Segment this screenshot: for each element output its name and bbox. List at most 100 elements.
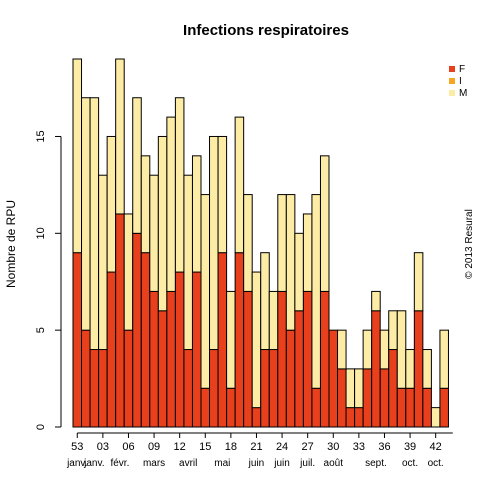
month-label-7: juin <box>273 458 290 469</box>
bar-M-week-35 <box>371 290 381 312</box>
bar-F-week-26 <box>294 310 304 428</box>
y-tick-label-5: 5 <box>35 327 47 333</box>
bar-F-week-16 <box>209 349 219 428</box>
bars-group <box>72 58 449 428</box>
bar-M-week-33 <box>354 368 364 409</box>
bar-M-week-22 <box>260 252 270 351</box>
bar-F-week-19 <box>234 252 245 428</box>
month-label-10: sept. <box>365 458 387 469</box>
bar-F-week-17 <box>217 252 228 428</box>
bar-M-week-14 <box>191 155 202 273</box>
bar-M-week-13 <box>183 174 193 351</box>
bar-F-week-7 <box>132 232 142 428</box>
bar-F-week-25 <box>285 329 296 428</box>
x-tick-label-42: 42 <box>430 441 442 453</box>
bar-F-week-33 <box>354 407 364 428</box>
bar-M-week-11 <box>166 116 176 292</box>
bar-M-week-31 <box>337 329 347 370</box>
bar-M-week-7 <box>132 97 142 234</box>
bar-M-week-18 <box>226 290 236 389</box>
legend-label-M: M <box>459 88 467 99</box>
bar-M-week-12 <box>174 97 185 273</box>
bar-M-week-3 <box>98 174 108 351</box>
bar-M-week-41 <box>422 349 432 389</box>
bar-M-week-34 <box>362 329 373 370</box>
bar-M-week-53 <box>72 58 83 254</box>
bar-M-week-8 <box>140 155 151 254</box>
y-axis: 0 5 10 15 <box>35 130 62 430</box>
bar-F-week-41 <box>422 387 432 428</box>
bar-F-week-30 <box>328 329 339 428</box>
month-label-5: mai <box>214 458 230 469</box>
bar-M-week-2 <box>89 97 100 351</box>
x-tick-label-39: 39 <box>404 441 416 453</box>
bar-M-week-27 <box>302 213 313 292</box>
x-tick-label-12: 12 <box>174 441 186 453</box>
legend-label-F: F <box>459 64 465 75</box>
bar-F-week-23 <box>268 349 279 428</box>
bar-M-week-4 <box>106 135 117 273</box>
x-tick-label-06: 06 <box>122 441 134 453</box>
bar-F-week-28 <box>311 387 321 428</box>
bar-F-week-3 <box>98 349 108 428</box>
bar-F-week-12 <box>174 271 185 428</box>
bar-M-week-43 <box>439 329 449 389</box>
bar-M-week-28 <box>311 194 321 389</box>
legend-swatch-I <box>449 78 455 84</box>
y-tick-label-15: 15 <box>35 130 47 142</box>
bar-M-week-36 <box>379 329 390 370</box>
bar-M-week-16 <box>209 135 219 351</box>
bar-M-week-32 <box>345 368 356 409</box>
bar-M-week-21 <box>251 271 262 409</box>
bar-M-week-1 <box>81 97 91 331</box>
x-tick-label-36: 36 <box>378 441 390 453</box>
month-label-3: mars <box>143 458 165 469</box>
bar-M-week-42 <box>430 407 441 428</box>
bar-F-week-21 <box>251 407 262 428</box>
month-label-11: oct. <box>402 458 418 469</box>
bar-F-week-20 <box>243 290 253 428</box>
bar-F-week-18 <box>226 387 236 428</box>
bar-F-week-32 <box>345 407 356 428</box>
bar-M-week-26 <box>294 232 304 312</box>
bar-F-week-38 <box>396 387 407 428</box>
month-label-12: oct. <box>428 458 444 469</box>
month-label-0: janv. <box>66 458 87 469</box>
bar-M-week-23 <box>268 290 279 351</box>
x-tick-label-33: 33 <box>353 441 365 453</box>
bar-F-week-53 <box>72 252 83 428</box>
legend-label-I: I <box>459 76 462 87</box>
bar-F-week-13 <box>183 349 193 428</box>
bar-M-week-15 <box>200 194 211 389</box>
x-tick-label-24: 24 <box>276 441 288 453</box>
x-tick-label-21: 21 <box>250 441 262 453</box>
month-label-2: févr. <box>110 458 129 469</box>
month-label-1: janv. <box>83 458 104 469</box>
x-tick-label-03: 03 <box>97 441 109 453</box>
legend-swatch-F <box>449 66 455 72</box>
bar-M-week-20 <box>243 194 253 292</box>
bar-M-week-19 <box>234 116 245 254</box>
bar-M-week-5 <box>115 58 125 215</box>
bar-F-week-43 <box>439 387 449 428</box>
bar-F-week-24 <box>277 290 287 428</box>
bar-M-week-39 <box>405 349 415 389</box>
bar-M-week-9 <box>149 174 159 292</box>
month-label-8: juil. <box>299 458 315 469</box>
bar-F-week-11 <box>166 290 176 428</box>
bar-F-week-8 <box>140 252 151 428</box>
bar-M-week-40 <box>413 252 424 312</box>
bar-F-week-15 <box>200 387 211 428</box>
x-tick-label-15: 15 <box>199 441 211 453</box>
bar-F-week-2 <box>89 349 100 428</box>
bar-F-week-37 <box>388 349 398 428</box>
bar-M-week-38 <box>396 310 407 389</box>
bar-F-week-6 <box>123 329 134 428</box>
bar-F-week-39 <box>405 387 415 428</box>
legend: FIM <box>449 64 467 99</box>
x-axis: 53 03 06 09 12 15 18 21 24 27 30 33 36 39 42 janv.janv.… <box>66 432 453 469</box>
month-label-9: août <box>324 458 344 469</box>
x-tick-label-09: 09 <box>148 441 160 453</box>
bar-M-week-25 <box>285 194 296 331</box>
